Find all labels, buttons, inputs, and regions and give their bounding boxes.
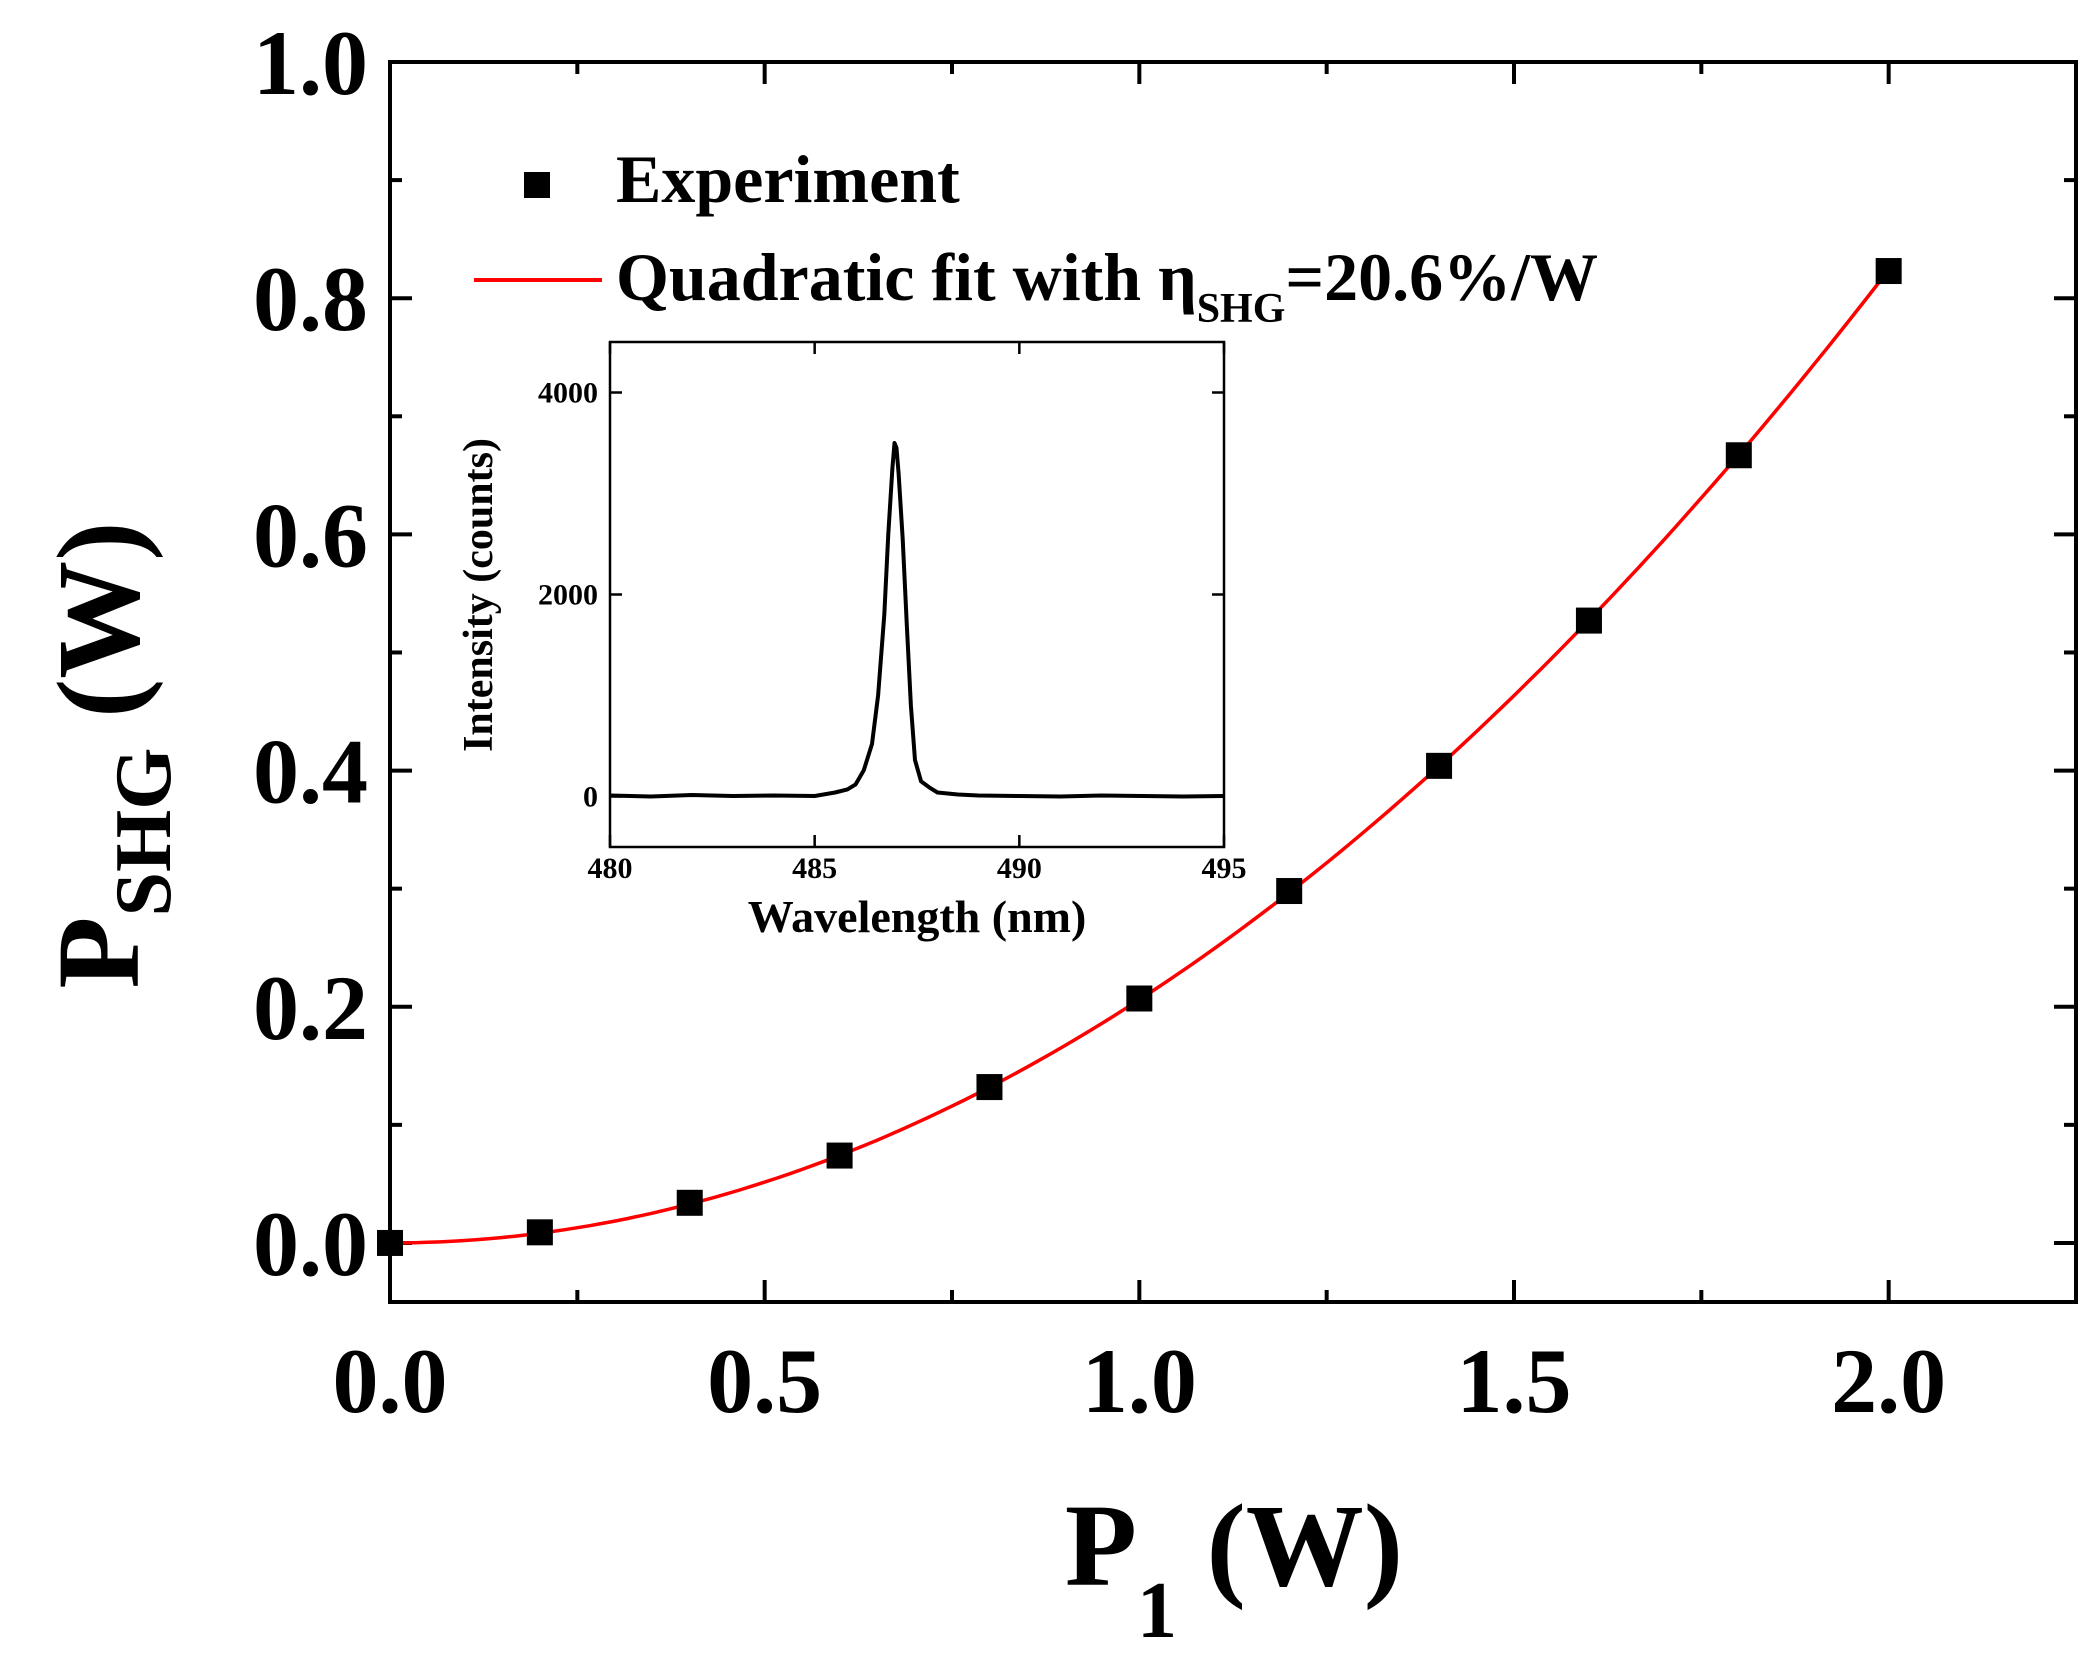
legend-label-experiment: Experiment [616, 141, 960, 217]
inset-x-ticks [608, 342, 1226, 847]
legend-marker-experiment [524, 172, 550, 198]
inset-x-axis-label: Wavelength (nm) [748, 891, 1087, 942]
legend-fit-text: Quadratic fit with η [616, 239, 1197, 315]
spectrum-line [609, 441, 1225, 799]
experiment-point [676, 1189, 703, 1216]
x-tick-label: 0.5 [707, 1330, 822, 1432]
x-tick-label: 1.0 [1082, 1330, 1197, 1432]
inset-y-axis-label: Intensity (counts) [456, 438, 502, 752]
main-y-tick-labels: 0.0 0.2 0.4 0.6 0.8 1.0 [253, 12, 368, 1295]
x-label-unit: (W) [1177, 1480, 1403, 1611]
experiment-point [1426, 752, 1453, 779]
y-label-main: P [33, 916, 164, 988]
x-label-subscript: 1 [1137, 1567, 1177, 1655]
inset-x-tick-label: 485 [792, 852, 837, 885]
y-tick-label: 0.2 [253, 957, 368, 1059]
inset-plot: 480 485 490 495 0 2000 4000 Wavelength (nm) I… [456, 340, 1247, 942]
inset-y-tick-label: 0 [583, 781, 598, 814]
y-tick-label: 0.4 [253, 721, 368, 823]
experiment-point [976, 1074, 1003, 1101]
main-plot: 0.0 0.5 1.0 1.5 2.0 0.00.20.40.60.81.0 P1 (W… [33, 12, 2078, 1655]
main-x-axis-label: P1 (W) [1065, 1480, 1403, 1655]
main-y-axis-label: PSHG (W) [33, 521, 188, 988]
inset-x-tick-label: 495 [1202, 852, 1247, 885]
inset-x-tick-labels: 480 485 490 495 [588, 852, 1247, 885]
x-tick-label: 0.0 [333, 1330, 448, 1432]
experiment-point [1126, 985, 1153, 1012]
main-plot-frame [388, 60, 2078, 1304]
experiment-point [1575, 607, 1602, 634]
x-tick-label: 2.0 [1831, 1330, 1946, 1432]
main-x-ticks [388, 62, 1891, 1302]
legend-fit-subscript: SHG [1197, 286, 1286, 332]
x-tick-label: 1.5 [1457, 1330, 1572, 1432]
experiment-point [1276, 878, 1303, 905]
experiment-point [526, 1219, 553, 1246]
y-label-subscript: SHG [100, 748, 188, 917]
experiment-point [826, 1142, 853, 1169]
inset-y-tick-label: 2000 [538, 579, 598, 612]
y-tick-label: 0.6 [253, 484, 368, 586]
y-tick-label: 1.0 [253, 12, 368, 114]
experiment-point [1725, 442, 1752, 469]
legend-fit-suffix: =20.6%/W [1285, 239, 1598, 315]
inset-y-tick-label: 4000 [538, 377, 598, 410]
experiment-point [1875, 258, 1902, 285]
y-tick-label: 0.0 [253, 1193, 368, 1295]
main-x-tick-labels: 0.0 0.5 1.0 1.5 2.0 [333, 1330, 1947, 1432]
inset-x-tick-label: 480 [588, 852, 633, 885]
legend: Experiment Quadratic fit with ηSHG=20.6%… [474, 141, 1598, 332]
inset-y-tick-labels: 0 2000 4000 [538, 377, 598, 814]
x-label-main: P [1065, 1480, 1137, 1611]
experiment-markers [377, 258, 1902, 1256]
y-label-unit: (W) [33, 521, 164, 747]
experiment-point [377, 1229, 403, 1256]
y-tick-label: 0.8 [253, 248, 368, 350]
legend-label-fit: Quadratic fit with ηSHG=20.6%/W [616, 239, 1598, 332]
inset-x-tick-label: 490 [997, 852, 1042, 885]
